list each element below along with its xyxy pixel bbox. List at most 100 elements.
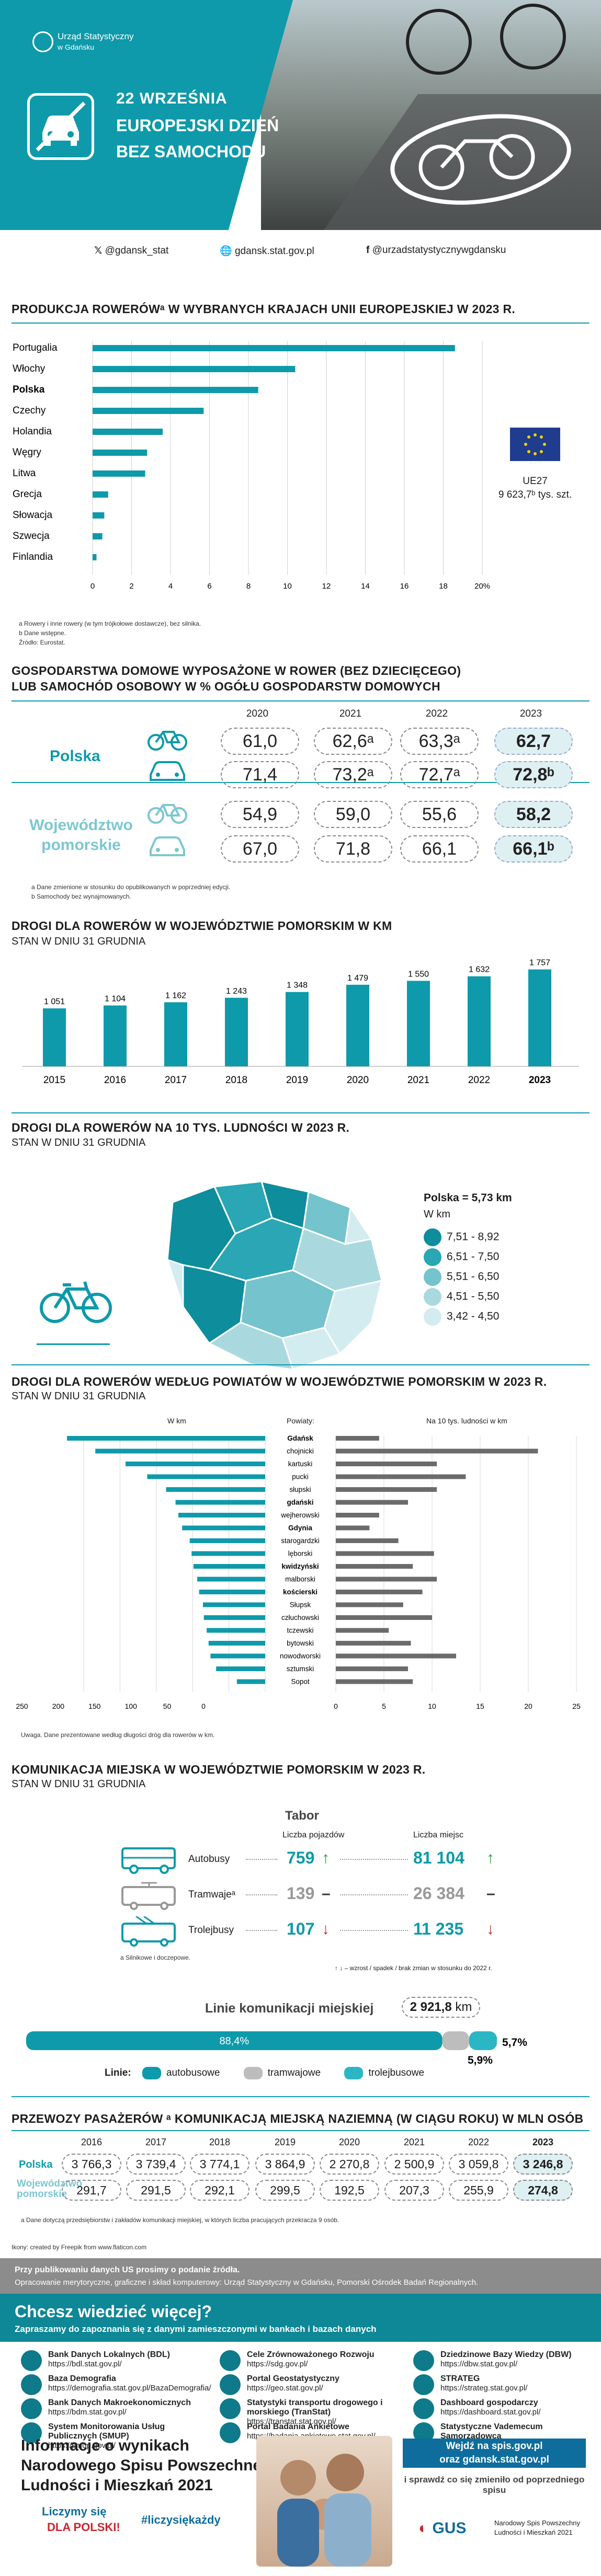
powiat-label: lęborski <box>288 1550 313 1558</box>
trolleybus-icon <box>121 1916 176 1947</box>
header-date: 22 WRZEŚNIA <box>116 90 228 107</box>
resource-link[interactable]: System Monitorowania Usług Publicznych (… <box>48 2422 165 2450</box>
bar-km <box>207 1628 265 1633</box>
section3-title: DROGI DLA ROWERÓW W WOJEWÓDZTWIE POMORSK… <box>12 919 392 933</box>
resource-link[interactable]: Statystyki transportu drogowego i morski… <box>247 2398 383 2426</box>
row-label-polska: Polska <box>19 2159 53 2170</box>
tram-icon <box>121 1882 176 1910</box>
powiat-label: bytowski <box>287 1639 314 1647</box>
bar-km <box>199 1590 265 1594</box>
x-tick-label: 8 <box>246 582 251 591</box>
bar-km <box>203 1615 265 1620</box>
share-tram-label: 5,7% <box>502 2037 527 2049</box>
contact-facebook[interactable]: f @urzadstatystycznywgdansku <box>366 245 506 256</box>
value-pill: 299,5 <box>255 2180 315 2201</box>
bar-per-10k <box>336 1551 434 1556</box>
visit-banner[interactable]: Wejdź na spis.gov.pl oraz gdansk.stat.gov… <box>403 2439 586 2468</box>
section2-rule <box>12 700 589 702</box>
category-label: Litwa <box>13 468 36 479</box>
left-tick-label: 0 <box>201 1702 206 1710</box>
value-pill: 207,3 <box>384 2180 444 2201</box>
section2-title-line1: GOSPODARSTWA DOMOWE WYPOSAŻONE W ROWER (… <box>12 664 461 677</box>
bar-per-10k <box>336 1448 538 1454</box>
dotted-leader <box>246 1930 277 1931</box>
bar <box>468 976 491 1066</box>
database-icon <box>220 2422 241 2443</box>
bike-production-chart: 0 2 4 6 8 10 12 14 16 18 20% Portugalia Włochy Polska… <box>13 341 490 591</box>
share-bus-label: 88,4% <box>219 2036 249 2047</box>
check-changes: i sprawdź co się zmieniło od poprzednieg… <box>404 2475 585 2495</box>
data-label: 1 479 <box>347 974 368 983</box>
powiat-label: Słupsk <box>290 1601 311 1609</box>
category-label: Grecja <box>13 489 42 500</box>
bar-per-10k <box>336 1577 437 1582</box>
value-pill: 72,8ᵇ <box>494 761 573 788</box>
x-tick-label: 2020 <box>347 1075 369 1086</box>
section5-subtitle: STAN W DNIU 31 GRUDNIA <box>12 1390 146 1402</box>
value-pill: 3 246,8 <box>513 2154 573 2175</box>
bike-lane-illustration <box>261 0 601 230</box>
category-label: Portugalia <box>13 342 58 353</box>
bicycle-underline <box>37 1343 110 1345</box>
pomorskie-map <box>166 1180 383 1371</box>
header-photo <box>261 0 601 230</box>
bar-per-10k <box>336 1615 432 1620</box>
data-label: 1 104 <box>105 994 126 1003</box>
bar <box>93 366 296 372</box>
tabor-legend-note: ↑ ↓ – wzrost / spadek / brak zmian w sto… <box>335 1964 492 1972</box>
x-tick-label: 2018 <box>225 1075 247 1086</box>
resource-link[interactable]: Baza Demografia https://demografia.stat.g… <box>48 2374 211 2393</box>
bar <box>93 450 148 456</box>
section6-rule-bottom <box>12 2096 589 2097</box>
database-icon <box>220 2350 241 2371</box>
bar <box>43 1008 66 1066</box>
category-label: Węgry <box>13 447 41 458</box>
bar-per-10k <box>336 1525 370 1531</box>
database-icon <box>21 2350 42 2371</box>
resource-link[interactable]: Portal Geostatystyczny https://geo.stat.g… <box>247 2374 339 2393</box>
resource-link[interactable]: Bank Danych Lokalnych (BDL) https://bdl.s… <box>48 2350 170 2368</box>
category-label: Włochy <box>13 363 46 374</box>
bar <box>93 554 97 560</box>
header-title-line2: BEZ SAMOCHODU <box>116 142 266 161</box>
butterfly-right-header: Na 10 tys. ludności w km <box>426 1417 507 1425</box>
value-pill: 66,1ᵇ <box>494 835 573 862</box>
section6-title: KOMUNIKACJA MIEJSKA W WOJEWÓDZTWIE POMOR… <box>12 1763 426 1776</box>
year-header: 2018 <box>209 2137 231 2147</box>
dotted-leader <box>246 1894 277 1895</box>
right-tick-label: 20 <box>524 1702 532 1710</box>
resource-link[interactable]: Cele Zrównoważonego Rozwoju https://sdg.g… <box>247 2350 375 2368</box>
legend-item: 5,51 - 6,50 <box>424 1268 499 1286</box>
resource-link[interactable]: Dashboard gospodarczy https://dashboard.s… <box>440 2398 541 2417</box>
resource-link[interactable]: Bank Danych Makroekonomicznych https://bd… <box>48 2398 191 2417</box>
tabor-title: Tabor <box>285 1809 319 1823</box>
x-tick-label: 10 <box>283 582 292 591</box>
x-tick-label: 20% <box>474 582 490 591</box>
gus-icon: ◐ <box>418 2520 433 2537</box>
section1-note-b: b Dane wstępne. <box>19 629 66 637</box>
bar-per-10k <box>336 1564 413 1569</box>
year-header: 2023 <box>532 2137 554 2147</box>
data-label: 1 348 <box>287 981 308 990</box>
bar <box>93 512 105 519</box>
tabor-vehicles: 759 <box>287 1848 315 1867</box>
resource-link[interactable]: Dziedzinowe Bazy Wiedzy (DBW) https://dbw… <box>440 2350 572 2368</box>
contact-x[interactable]: 𝕏 @gdansk_stat <box>94 245 169 256</box>
contact-web[interactable]: 🌐 gdansk.stat.gov.pl <box>220 246 314 257</box>
powiat-label: starogardzki <box>281 1537 320 1545</box>
year-header: 2021 <box>403 2137 425 2147</box>
bar-km <box>178 1513 265 1517</box>
powiaty-butterfly-chart: 250 200 150 100 50 0 0 5 10 15 20 25 Gdańsk chojnicki… <box>16 1434 581 1710</box>
powiat-label: chojnicki <box>287 1447 314 1455</box>
section4-subtitle: STAN W DNIU 31 GRUDNIA <box>12 1137 146 1148</box>
share-segment <box>26 2031 443 2050</box>
year-2023: 2023 <box>519 708 542 719</box>
powiat-label: wejherowski <box>280 1511 320 1519</box>
gus-logo: ◐ GUS <box>418 2520 467 2537</box>
resource-link[interactable]: STRATEG https://strateg.stat.gov.pl/ <box>440 2374 528 2393</box>
share-segment <box>469 2031 497 2050</box>
x-tick-label: 2021 <box>407 1075 429 1086</box>
trend-arrow-icon: ↑ <box>486 1849 494 1867</box>
year-header: 2017 <box>145 2137 167 2147</box>
bar-km <box>236 1679 265 1684</box>
